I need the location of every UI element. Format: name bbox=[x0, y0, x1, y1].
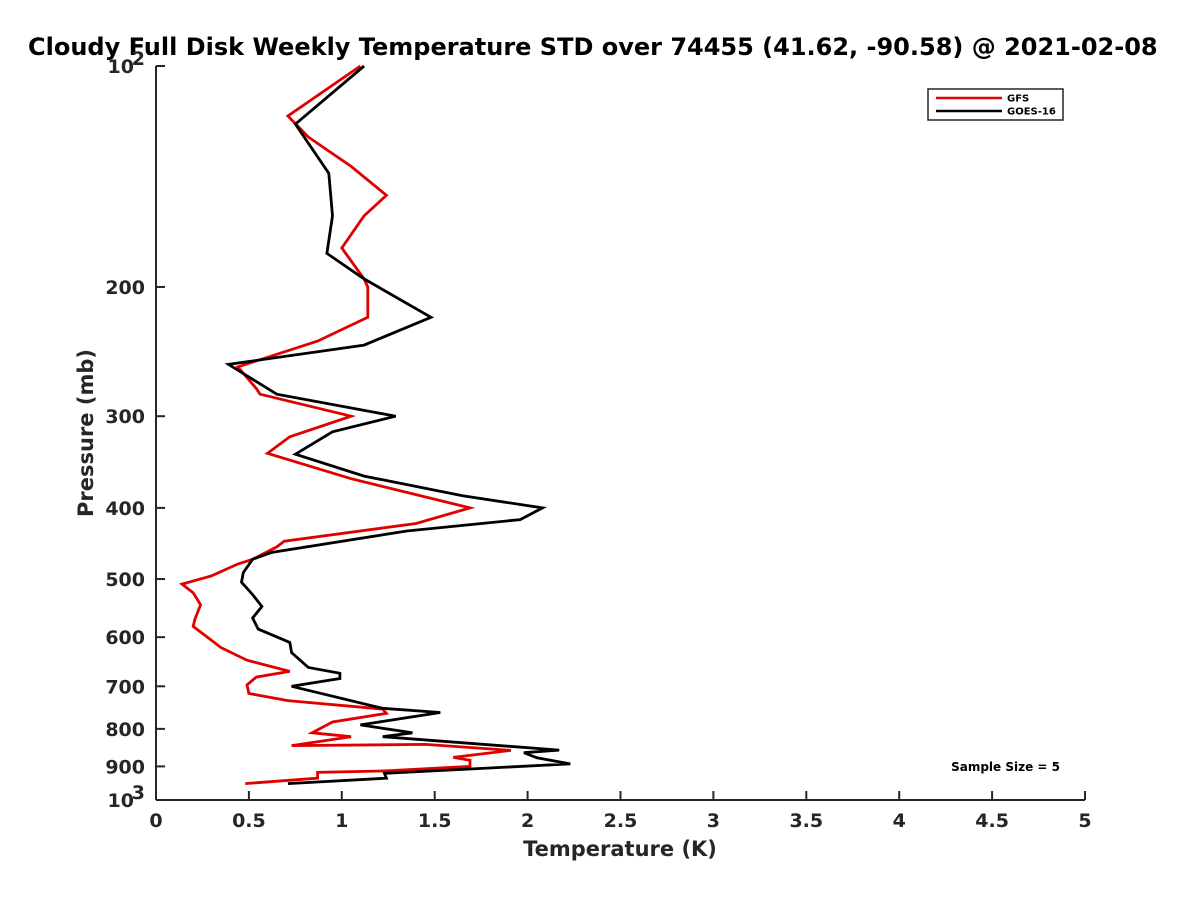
y-tick-label: 400 bbox=[105, 498, 145, 520]
x-tick-label: 0 bbox=[149, 810, 162, 832]
x-tick-label: 2 bbox=[521, 810, 534, 832]
x-tick-label: 4.5 bbox=[975, 810, 1009, 832]
x-axis-label: Temperature (K) bbox=[523, 837, 717, 861]
legend-label-goes-16: GOES-16 bbox=[1007, 107, 1056, 118]
sample-size-annotation: Sample Size = 5 bbox=[951, 760, 1060, 774]
chart-title: Cloudy Full Disk Weekly Temperature STD … bbox=[28, 33, 1158, 61]
x-tick-label: 1.5 bbox=[418, 810, 452, 832]
axes: 0 0.5 1 1.5 2 2.5 3 3.5 4 4.5 51022003004005006007… bbox=[105, 48, 1091, 832]
y-tick-label: 500 bbox=[105, 569, 145, 591]
x-tick-label: 5 bbox=[1078, 810, 1091, 832]
legend: GFS GOES-16 bbox=[927, 88, 1064, 121]
x-tick-label: 3 bbox=[707, 810, 720, 832]
x-tick-label: 2.5 bbox=[604, 810, 638, 832]
series-line-gfs bbox=[178, 64, 512, 785]
y-tick-label: 900 bbox=[105, 756, 145, 778]
y-tick-label: 800 bbox=[105, 719, 145, 741]
x-tick-label: 1 bbox=[335, 810, 348, 832]
plot-area bbox=[178, 64, 571, 785]
y-tick-label: 300 bbox=[105, 406, 145, 428]
series-line-goes-16 bbox=[224, 64, 571, 785]
x-tick-label: 0.5 bbox=[232, 810, 266, 832]
x-tick-label: 4 bbox=[893, 810, 906, 832]
x-tick-label: 3.5 bbox=[789, 810, 823, 832]
legend-label-gfs: GFS bbox=[1007, 94, 1029, 105]
y-tick-label: 600 bbox=[105, 627, 145, 649]
y-tick-exponent: 2 bbox=[132, 48, 145, 70]
y-tick-label: 10 bbox=[108, 790, 134, 812]
y-tick-label: 200 bbox=[105, 277, 145, 299]
y-tick-exponent: 3 bbox=[132, 782, 145, 804]
y-tick-label: 700 bbox=[105, 676, 145, 698]
legend-box bbox=[927, 88, 1064, 121]
y-axis-label: Pressure (mb) bbox=[74, 349, 98, 517]
y-tick-label: 10 bbox=[108, 56, 134, 78]
